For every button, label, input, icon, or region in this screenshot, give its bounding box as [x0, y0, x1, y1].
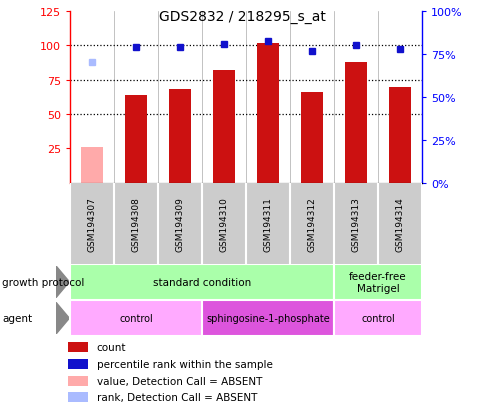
Text: growth protocol: growth protocol [2, 277, 85, 287]
Bar [68, 342, 88, 352]
Text: control: control [361, 313, 394, 323]
Bar [68, 392, 88, 402]
Bar [70, 264, 333, 300]
Bar [70, 300, 202, 337]
Text: GSM194309: GSM194309 [175, 196, 184, 251]
Bar [125, 96, 147, 183]
Text: count: count [96, 342, 126, 352]
Bar [68, 376, 88, 386]
Text: GDS2832 / 218295_s_at: GDS2832 / 218295_s_at [159, 10, 325, 24]
Text: sphingosine-1-phosphate: sphingosine-1-phosphate [206, 313, 329, 323]
Bar [333, 264, 421, 300]
Text: GSM194313: GSM194313 [351, 196, 360, 251]
Text: control: control [119, 313, 153, 323]
Bar [344, 63, 366, 183]
Bar [213, 71, 235, 183]
Bar [169, 90, 191, 183]
Polygon shape [56, 266, 69, 298]
Bar [333, 300, 421, 337]
Text: value, Detection Call = ABSENT: value, Detection Call = ABSENT [96, 376, 261, 386]
Polygon shape [56, 302, 69, 335]
Text: GSM194311: GSM194311 [263, 196, 272, 251]
Bar [388, 88, 410, 183]
Text: feeder-free
Matrigel: feeder-free Matrigel [348, 271, 406, 293]
Text: rank, Detection Call = ABSENT: rank, Detection Call = ABSENT [96, 392, 257, 402]
Text: GSM194308: GSM194308 [132, 196, 140, 251]
Bar [81, 148, 103, 183]
Bar [257, 43, 278, 183]
Text: GSM194310: GSM194310 [219, 196, 228, 251]
Text: GSM194314: GSM194314 [394, 196, 404, 251]
Text: standard condition: standard condition [153, 277, 251, 287]
Bar [301, 93, 322, 183]
Text: percentile rank within the sample: percentile rank within the sample [96, 359, 272, 369]
Text: GSM194312: GSM194312 [307, 196, 316, 251]
Bar [202, 300, 333, 337]
Text: GSM194307: GSM194307 [88, 196, 97, 251]
Text: agent: agent [2, 313, 32, 323]
Bar [68, 359, 88, 369]
